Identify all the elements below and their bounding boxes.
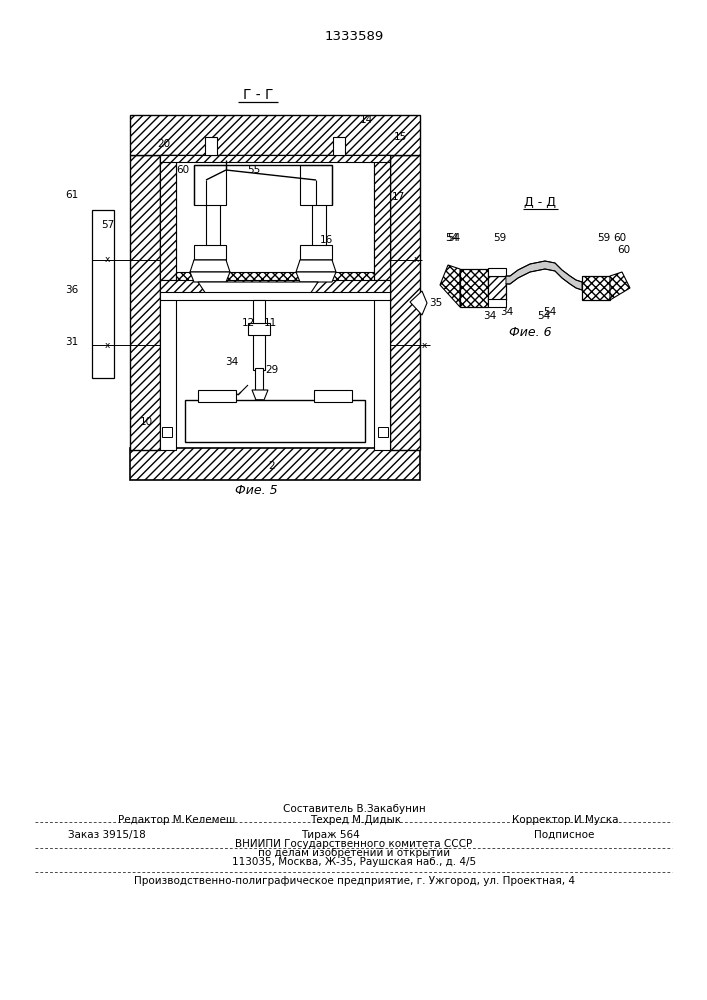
Text: 113035, Москва, Ж-35, Раушская наб., д. 4/5: 113035, Москва, Ж-35, Раушская наб., д. … [232, 857, 476, 867]
Bar [248, 323, 270, 335]
Polygon shape [300, 260, 332, 280]
Text: 2: 2 [269, 461, 275, 471]
Text: 36: 36 [65, 285, 78, 295]
Polygon shape [410, 291, 427, 315]
Bar [488, 299, 506, 307]
Bar [160, 280, 390, 294]
Bar [582, 276, 610, 300]
Bar [390, 155, 420, 450]
Text: Д - Д: Д - Д [524, 196, 556, 209]
Bar [160, 155, 390, 162]
Bar [160, 155, 176, 280]
Text: 54: 54 [448, 233, 461, 243]
Bar [130, 155, 160, 450]
Text: x: x [105, 255, 110, 264]
Bar [488, 268, 506, 276]
Text: 59: 59 [493, 233, 507, 243]
Bar [130, 115, 420, 155]
Text: 10: 10 [139, 417, 153, 427]
Text: 54: 54 [537, 311, 551, 321]
Bar [160, 155, 176, 450]
Text: 17: 17 [392, 192, 404, 202]
Text: Фие. 6: Фие. 6 [509, 326, 551, 338]
Polygon shape [440, 265, 460, 307]
Bar [333, 137, 345, 155]
Bar [160, 292, 390, 300]
Text: 20: 20 [158, 139, 170, 149]
Bar [198, 390, 236, 402]
Text: 55: 55 [247, 165, 261, 175]
Bar [253, 300, 265, 370]
Text: 54: 54 [445, 233, 459, 243]
Bar [130, 448, 420, 480]
Text: 16: 16 [320, 235, 332, 245]
Polygon shape [194, 260, 226, 280]
Bar [194, 165, 226, 205]
Text: ВНИИПИ Государственного комитета СССР: ВНИИПИ Государственного комитета СССР [235, 839, 472, 849]
Bar [300, 165, 332, 205]
Text: x: x [421, 340, 427, 350]
Text: x: x [414, 255, 419, 264]
Polygon shape [296, 260, 336, 272]
Text: 1333589: 1333589 [325, 29, 384, 42]
Text: Подписное: Подписное [534, 830, 595, 840]
Text: 60: 60 [614, 233, 626, 243]
Bar [374, 155, 390, 280]
Bar [378, 427, 388, 437]
Text: 61: 61 [65, 190, 78, 200]
Polygon shape [194, 245, 226, 260]
Text: Фие. 5: Фие. 5 [235, 484, 277, 496]
Bar [92, 210, 114, 378]
Text: 60: 60 [617, 245, 631, 255]
Polygon shape [198, 282, 318, 300]
Text: Производственно-полиграфическое предприятие, г. Ужгород, ул. Проектная, 4: Производственно-полиграфическое предприя… [134, 876, 575, 886]
Text: 29: 29 [265, 365, 279, 375]
Polygon shape [296, 272, 336, 282]
Bar [255, 368, 263, 390]
Bar [460, 269, 488, 307]
Bar [374, 155, 390, 450]
Text: 35: 35 [429, 298, 443, 308]
Text: Составитель В.Закабунин: Составитель В.Закабунин [283, 804, 426, 814]
Text: x: x [105, 340, 110, 350]
Text: 34: 34 [484, 311, 496, 321]
Text: 54: 54 [544, 307, 556, 317]
Text: Корректор И.Муска: Корректор И.Муска [512, 815, 619, 825]
Text: Техред М.Дидык: Техред М.Дидык [310, 815, 401, 825]
Text: 57: 57 [101, 220, 115, 230]
Bar [162, 427, 172, 437]
Polygon shape [252, 390, 268, 400]
Text: 12: 12 [241, 318, 255, 328]
Text: Редактор М.Келемеш: Редактор М.Келемеш [118, 815, 235, 825]
Bar [314, 390, 352, 402]
Polygon shape [190, 260, 230, 272]
Polygon shape [300, 245, 332, 260]
Bar [488, 276, 506, 300]
Bar [176, 272, 374, 282]
Text: 14: 14 [359, 115, 373, 125]
Bar [205, 137, 217, 155]
Polygon shape [610, 272, 630, 300]
Text: по делам изобретений и открытий: по делам изобретений и открытий [258, 848, 450, 858]
Text: 59: 59 [597, 233, 611, 243]
Text: 31: 31 [65, 337, 78, 347]
Text: Заказ 3915/18: Заказ 3915/18 [68, 830, 146, 840]
Text: 15: 15 [393, 132, 407, 142]
Polygon shape [255, 400, 263, 407]
Text: Г - Г: Г - Г [243, 88, 273, 102]
Polygon shape [506, 261, 582, 290]
Polygon shape [190, 272, 230, 282]
Text: 11: 11 [264, 318, 276, 328]
Bar [185, 400, 365, 442]
Text: 34: 34 [501, 307, 513, 317]
Text: Тираж 564: Тираж 564 [300, 830, 359, 840]
Text: 60: 60 [177, 165, 189, 175]
Text: 34: 34 [226, 357, 239, 367]
